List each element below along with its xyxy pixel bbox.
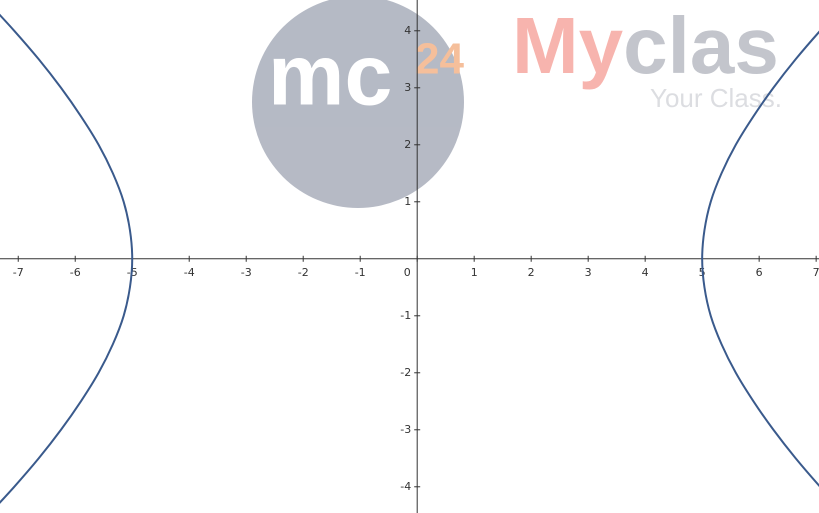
y-tick-label: 2 — [404, 138, 411, 151]
x-tick-label: 1 — [471, 266, 478, 279]
x-tick-label: 3 — [585, 266, 592, 279]
x-tick-label: -6 — [70, 266, 81, 279]
x-tick-label: 2 — [528, 266, 535, 279]
watermark-number: 24 — [415, 35, 464, 84]
hyperbola-branch — [0, 13, 134, 504]
x-tick-label: -7 — [13, 266, 24, 279]
x-tick-label: -4 — [184, 266, 195, 279]
x-tick-label: 7 — [813, 266, 819, 279]
x-tick-label: 4 — [642, 266, 649, 279]
x-tick-label: -2 — [298, 266, 309, 279]
y-tick-label: -2 — [400, 366, 411, 379]
watermark-tagline: Your Class. — [650, 83, 782, 113]
watermark-logo: mc — [268, 28, 392, 124]
brand-a: My — [512, 1, 624, 90]
hyperbola-branch — [701, 30, 819, 488]
watermark-brand: Myclas — [512, 1, 779, 90]
x-tick-label: 0 — [404, 266, 411, 279]
x-tick-label: -3 — [241, 266, 252, 279]
y-tick-label: 3 — [404, 81, 411, 94]
y-tick-label: -4 — [400, 480, 411, 493]
brand-b: clas — [623, 1, 779, 90]
watermark: mc 24 Myclas Your Class. — [252, 0, 782, 208]
x-tick-label: -1 — [355, 266, 366, 279]
y-tick-label: -3 — [400, 423, 411, 436]
y-tick-label: -1 — [400, 309, 411, 322]
x-tick-label: 6 — [756, 266, 763, 279]
watermark-circle — [252, 0, 464, 208]
y-tick-label: 1 — [404, 195, 411, 208]
y-tick-label: 4 — [404, 24, 411, 37]
